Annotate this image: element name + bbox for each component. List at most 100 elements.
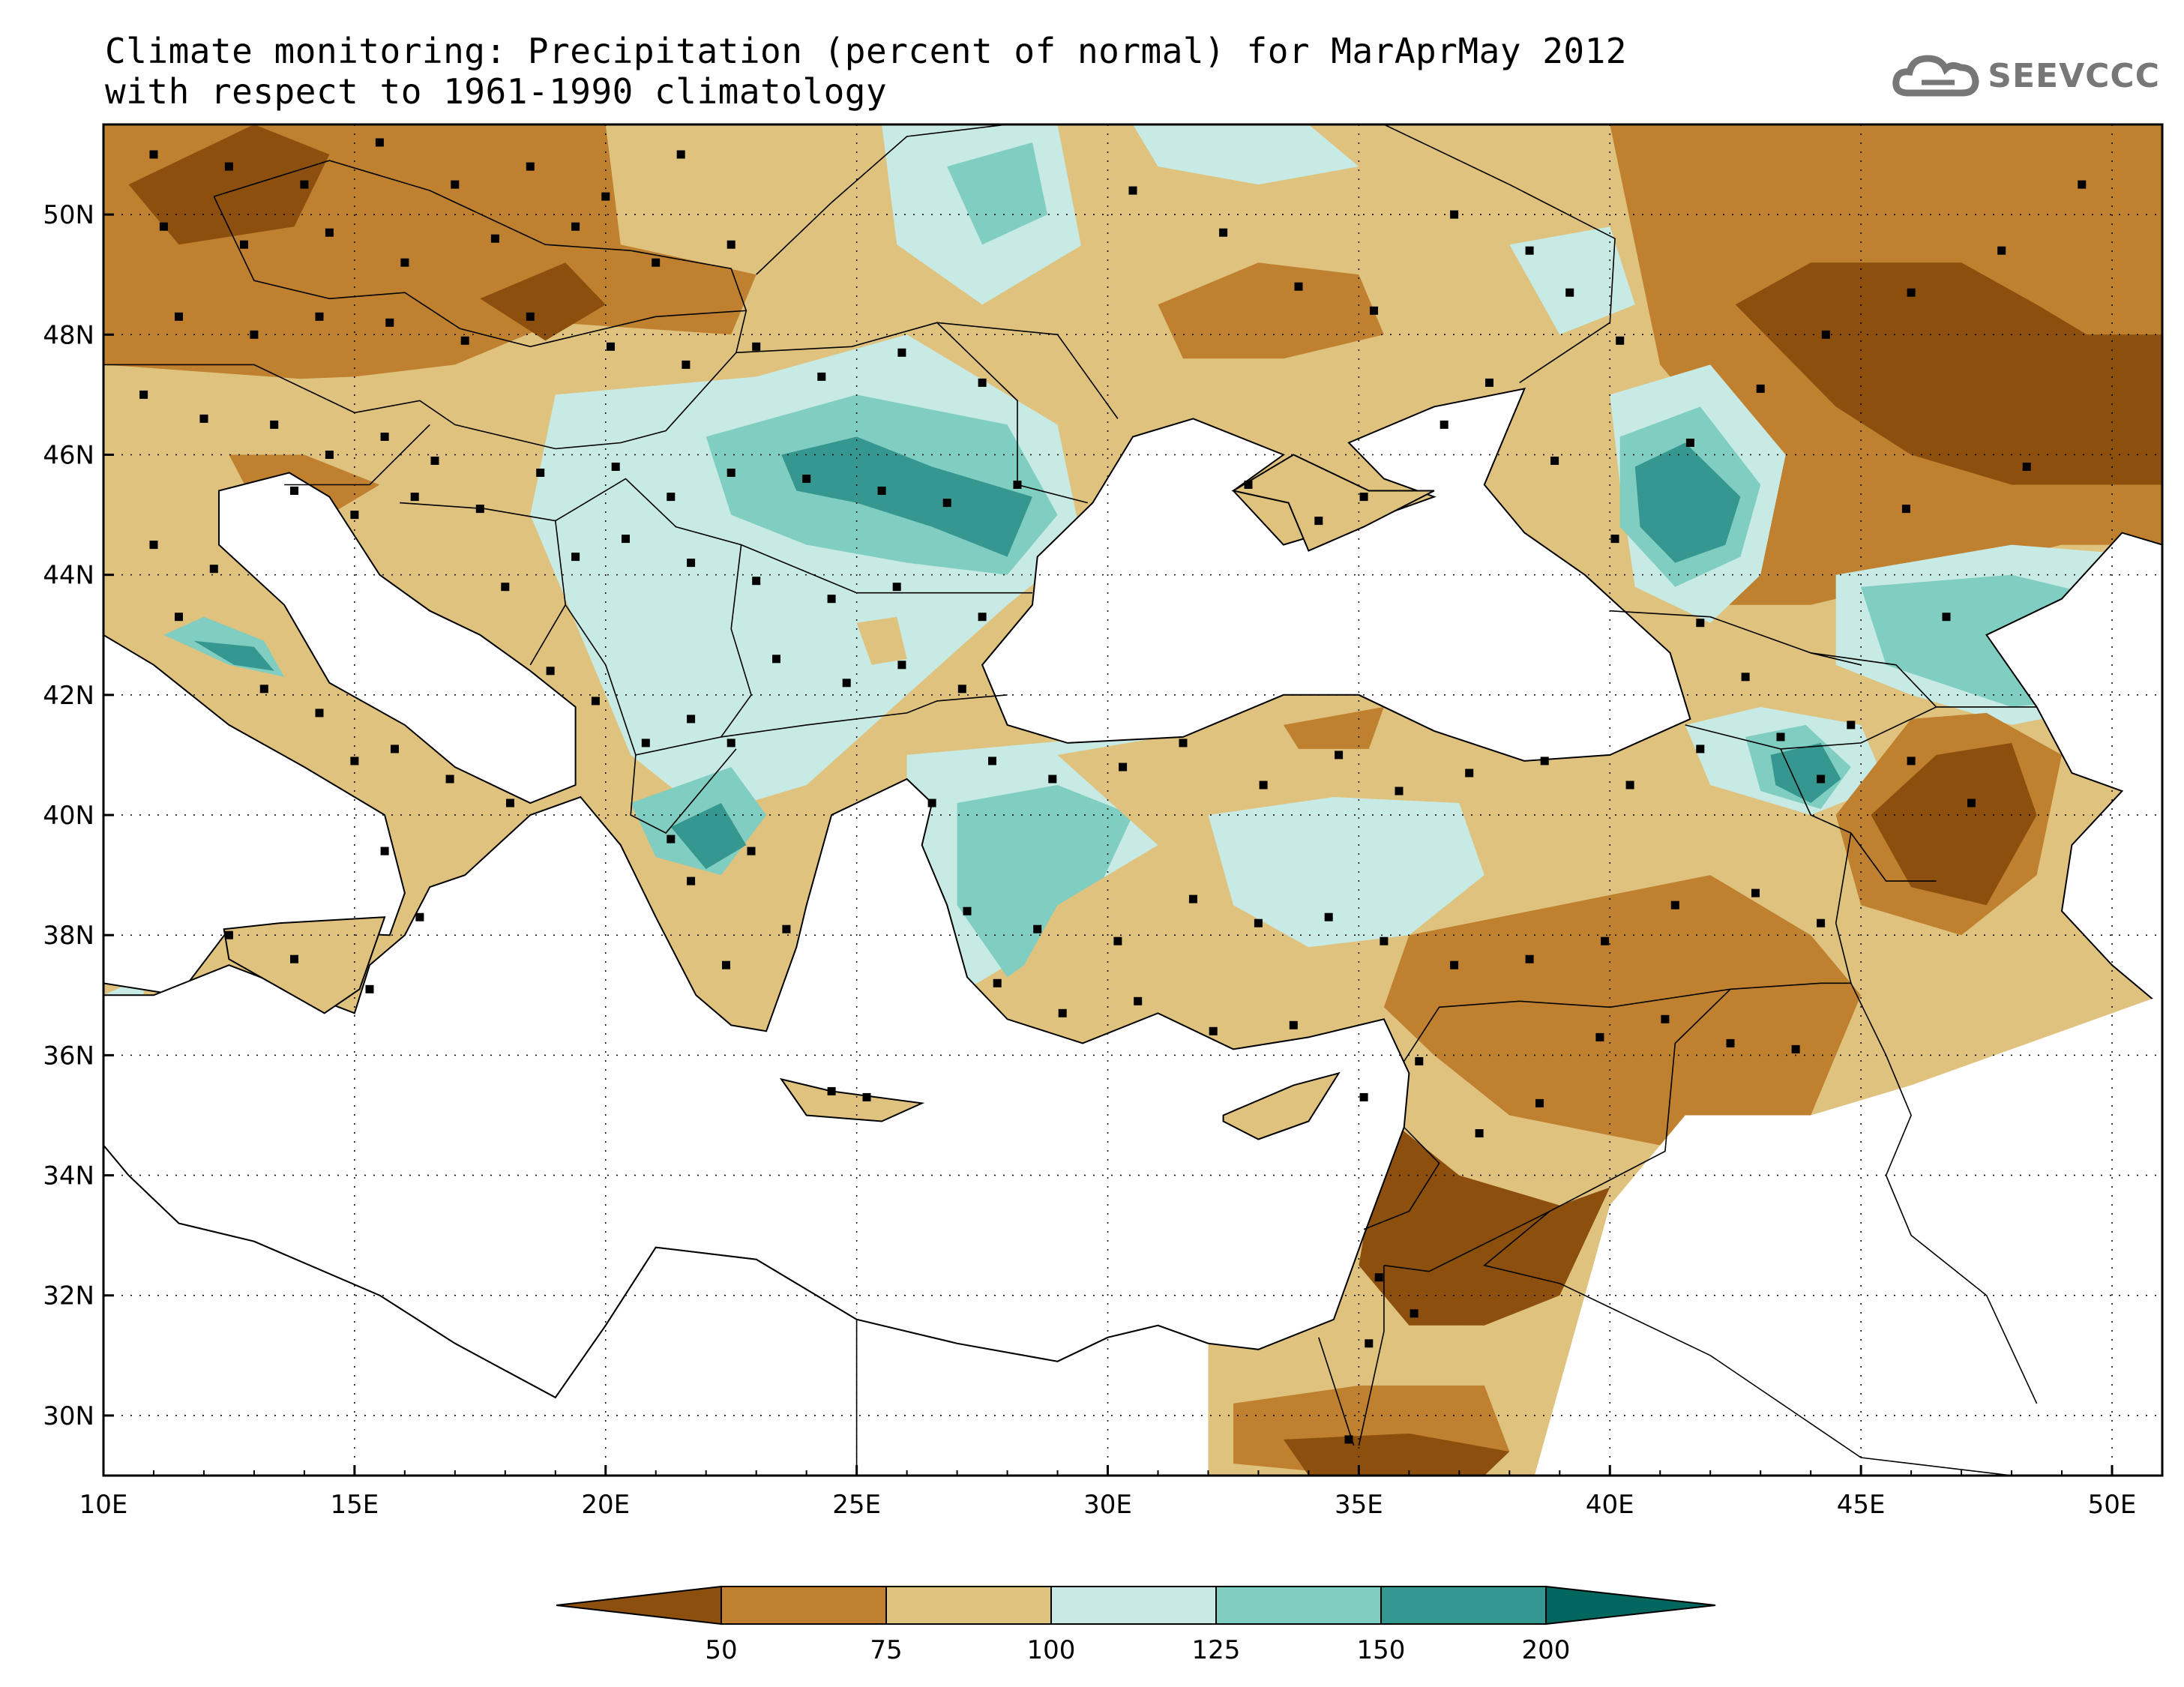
precip-region-level-0 [128,124,330,245]
lon-tick-label: 15E [331,1490,379,1520]
station-marker [752,577,761,586]
station-marker [1661,1014,1670,1023]
station-marker [1344,1435,1353,1444]
station-marker [445,775,454,784]
precip-region-level-3 [1133,124,1359,185]
station-marker [139,390,148,399]
station-marker [375,138,384,147]
station-marker [1726,1038,1735,1047]
station-marker [1901,505,1910,514]
station-marker [862,1092,871,1101]
lat-tick-label: 42N [43,681,94,711]
station-marker [817,372,826,381]
station-marker [546,667,555,676]
station-marker [1817,918,1826,927]
country-border-4 [555,478,752,756]
precip-region-level-0 [1871,742,2037,906]
station-marker [782,924,791,933]
station-marker [460,336,469,345]
station-marker [892,583,901,592]
station-marker [957,685,966,694]
station-marker [1550,457,1559,465]
precip-region-level-2 [856,616,907,665]
station-marker [2078,180,2087,189]
station-marker [1395,787,1404,796]
station-marker [1359,493,1368,502]
legend-label: 200 [1522,1635,1571,1665]
station-marker [1670,900,1679,909]
station-marker [1967,799,1976,808]
country-border-7 [630,748,737,835]
legend-box [1215,1586,1382,1625]
station-marker [641,739,650,748]
station-marker [1415,1056,1424,1065]
station-marker [315,312,324,321]
station-marker [1380,936,1389,945]
lat-tick-label: 36N [43,1041,94,1071]
seevccc-logo: SEEVCCC [1892,49,2160,102]
legend-label: 150 [1357,1635,1406,1665]
station-marker [224,930,233,939]
station-marker [802,475,811,483]
station-marker [385,318,394,327]
station-marker [1847,721,1856,730]
station-marker [722,960,730,969]
station-marker [1219,228,1228,237]
station-marker [1565,288,1574,297]
station-marker [993,978,1002,987]
precip-region-level-3 [1208,797,1484,948]
station-marker [391,745,399,754]
country-border-2 [284,424,430,486]
station-marker [199,414,208,423]
station-marker [1188,894,1197,903]
station-marker [1535,1098,1544,1107]
station-marker [1907,757,1916,766]
station-marker [300,180,309,189]
precip-region-level-5 [1634,442,1741,563]
station-marker [350,511,359,520]
country-border-18 [1483,988,2012,1476]
lat-tick-label: 48N [43,320,94,350]
country-border-20 [1383,1210,1550,1272]
station-marker [1058,1008,1067,1017]
island-1 [779,1077,925,1122]
station-marker [1475,1129,1484,1137]
lon-tick-label: 50E [2088,1490,2137,1520]
station-marker [1907,288,1916,297]
lon-tick-label: 25E [832,1490,881,1520]
lat-tick-label: 50N [43,200,94,230]
station-marker [622,535,630,544]
lat-lon-grid [103,124,2162,1476]
legend-label: 75 [870,1635,902,1665]
tyrrhenian [103,634,406,996]
station-marker [350,757,359,766]
station-marker [1601,936,1610,945]
lat-tick-label: 44N [43,561,94,591]
station-marker [927,799,936,808]
station-marker [526,162,535,171]
station-marker [400,258,409,267]
station-marker [571,222,580,231]
station-marker [315,709,324,718]
station-marker [1485,378,1493,387]
station-marker [1821,330,1830,339]
station-marker [988,757,996,766]
map-title-line1: Climate monitoring: Precipitation (perce… [105,31,1627,71]
station-marker [1776,733,1785,742]
station-marker [501,583,510,592]
station-marker [727,240,735,249]
station-marker [1450,960,1459,969]
cloud-icon [1892,55,1979,97]
station-marker [1033,924,1042,933]
country-border-1 [103,310,747,450]
station-marker [772,655,780,664]
country-border-22 [1318,1337,1355,1446]
station-marker [451,180,460,189]
station-marker [591,697,600,706]
station-marker [1254,918,1263,927]
station-marker [430,457,439,465]
precip-region-level-1 [1283,706,1384,749]
station-marker [2022,463,2031,471]
station-marker [752,342,761,351]
logo-text: SEEVCCC [1988,56,2160,95]
